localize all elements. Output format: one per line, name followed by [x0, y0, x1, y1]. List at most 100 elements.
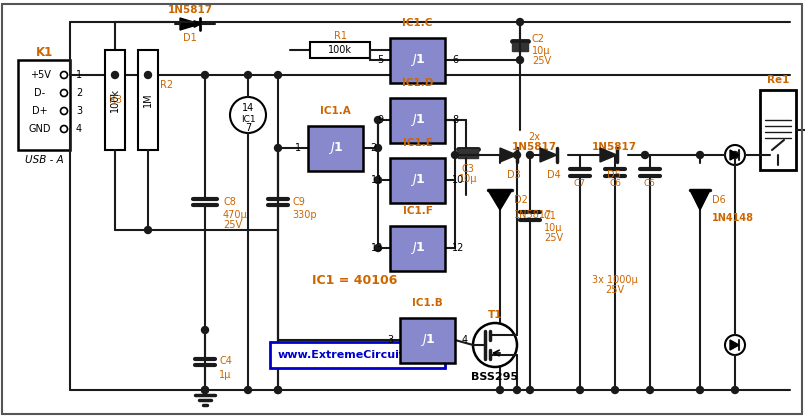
- Text: 11: 11: [371, 175, 383, 185]
- Polygon shape: [730, 340, 739, 350]
- Circle shape: [230, 97, 266, 133]
- Text: 10µ: 10µ: [544, 223, 563, 233]
- Text: IC1: IC1: [241, 114, 255, 124]
- Text: 1: 1: [76, 70, 82, 80]
- Circle shape: [275, 386, 282, 394]
- Polygon shape: [540, 148, 557, 162]
- Polygon shape: [180, 18, 200, 30]
- Text: GND: GND: [29, 124, 52, 134]
- Circle shape: [374, 144, 382, 151]
- Circle shape: [514, 151, 521, 158]
- Circle shape: [473, 323, 517, 367]
- Text: 1µ: 1µ: [219, 370, 231, 380]
- Circle shape: [514, 386, 521, 394]
- Text: 1M: 1M: [143, 93, 153, 107]
- Bar: [390, 225, 445, 270]
- Text: R2: R2: [160, 80, 173, 90]
- Text: 25V: 25V: [223, 220, 242, 230]
- Text: IC1.F: IC1.F: [402, 206, 432, 215]
- Bar: [270, 342, 445, 368]
- Text: 3: 3: [76, 106, 82, 116]
- Text: 2: 2: [370, 143, 376, 153]
- Bar: [308, 126, 363, 171]
- Circle shape: [201, 386, 208, 394]
- Circle shape: [612, 386, 618, 394]
- Polygon shape: [600, 148, 617, 162]
- Circle shape: [696, 151, 704, 158]
- Text: C8: C8: [223, 197, 236, 207]
- Circle shape: [517, 18, 523, 25]
- Text: D6: D6: [712, 195, 726, 205]
- Circle shape: [201, 386, 208, 394]
- Text: 10µ: 10µ: [532, 46, 551, 56]
- Bar: [390, 97, 445, 143]
- Text: 10µ: 10µ: [459, 174, 477, 184]
- Text: 14: 14: [242, 103, 254, 113]
- Circle shape: [145, 72, 151, 79]
- Text: 3: 3: [387, 335, 393, 345]
- Text: C6: C6: [609, 178, 621, 188]
- Text: 12: 12: [452, 243, 464, 253]
- Text: $\mathit{J}$1: $\mathit{J}$1: [410, 240, 425, 256]
- Circle shape: [576, 386, 584, 394]
- Text: USB - A: USB - A: [25, 155, 64, 165]
- Circle shape: [526, 151, 534, 158]
- Circle shape: [60, 107, 68, 114]
- Text: D4: D4: [547, 170, 561, 180]
- Circle shape: [60, 126, 68, 133]
- Text: $\mathit{J}$1: $\mathit{J}$1: [419, 332, 436, 348]
- Circle shape: [725, 335, 745, 355]
- Text: 1N5817: 1N5817: [167, 5, 213, 15]
- Circle shape: [245, 72, 251, 79]
- Text: R3: R3: [109, 95, 122, 105]
- Text: 10: 10: [452, 175, 464, 185]
- Text: 25V: 25V: [532, 56, 551, 66]
- Polygon shape: [488, 190, 512, 210]
- Text: 5: 5: [377, 55, 383, 65]
- Circle shape: [526, 386, 534, 394]
- Text: $\mathit{J}$1: $\mathit{J}$1: [410, 52, 425, 68]
- Text: 8: 8: [452, 115, 458, 125]
- Text: $\mathit{J}$1: $\mathit{J}$1: [410, 112, 425, 128]
- Text: C4: C4: [219, 356, 232, 366]
- Polygon shape: [690, 190, 710, 210]
- Text: $\mathit{J}$1: $\mathit{J}$1: [410, 172, 425, 188]
- Circle shape: [646, 386, 654, 394]
- Circle shape: [374, 245, 382, 252]
- Text: $\mathit{J}$1: $\mathit{J}$1: [328, 140, 343, 156]
- Text: 25V: 25V: [544, 233, 564, 243]
- Circle shape: [112, 72, 118, 79]
- Circle shape: [696, 386, 704, 394]
- Text: T1: T1: [488, 310, 502, 320]
- Text: www.ExtremeCircuits.net: www.ExtremeCircuits.net: [278, 350, 436, 360]
- Bar: [400, 317, 455, 362]
- Text: 7: 7: [245, 123, 251, 133]
- Text: 9: 9: [377, 115, 383, 125]
- Text: 6: 6: [452, 55, 458, 65]
- Bar: [310, 42, 370, 58]
- Text: 1N5817: 1N5817: [511, 142, 556, 152]
- Text: 25V: 25V: [605, 285, 625, 295]
- Circle shape: [374, 176, 382, 183]
- Text: IC1 = 40106: IC1 = 40106: [312, 273, 398, 287]
- Text: C9: C9: [292, 197, 305, 207]
- Text: C3: C3: [461, 164, 474, 174]
- Text: D1: D1: [183, 33, 197, 43]
- Text: R1: R1: [333, 31, 346, 41]
- Text: C1: C1: [544, 211, 557, 221]
- Text: D5: D5: [607, 170, 621, 180]
- Text: IC1.A: IC1.A: [320, 106, 351, 116]
- Circle shape: [517, 57, 523, 64]
- Text: 1N5817: 1N5817: [514, 210, 552, 220]
- Text: 1: 1: [295, 143, 301, 153]
- Text: K1: K1: [35, 45, 52, 59]
- Circle shape: [60, 72, 68, 79]
- Bar: [105, 50, 125, 150]
- Circle shape: [245, 386, 251, 394]
- Circle shape: [725, 145, 745, 165]
- Text: C2: C2: [532, 34, 545, 44]
- Circle shape: [275, 144, 282, 151]
- Text: Re1: Re1: [767, 75, 789, 85]
- Text: 13: 13: [371, 243, 383, 253]
- Text: 2: 2: [76, 88, 82, 98]
